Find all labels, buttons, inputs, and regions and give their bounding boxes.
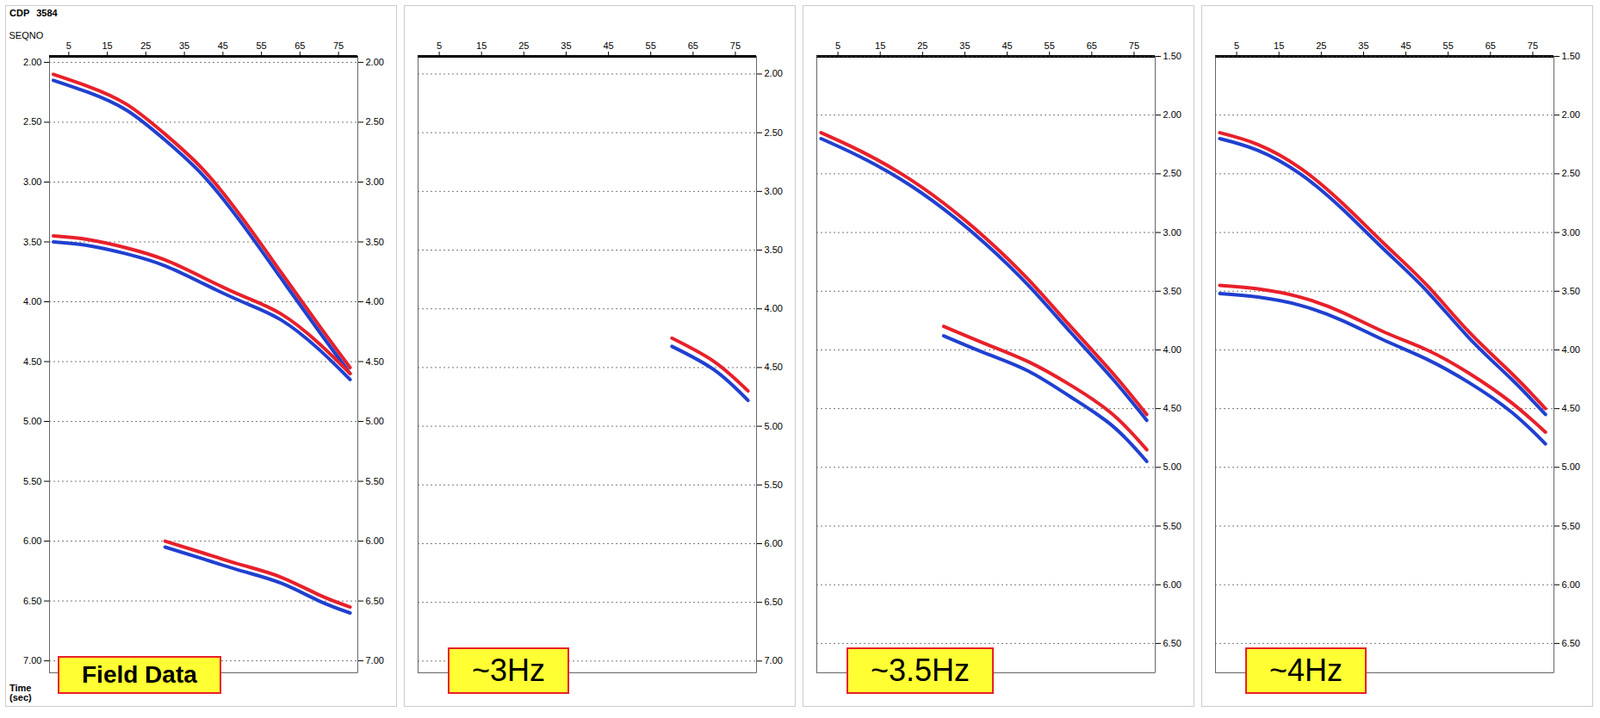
html-text:Time (sec): Time (sec): [9, 682, 32, 703]
svg-text:3.50: 3.50: [764, 244, 783, 255]
svg-text:4.00: 4.00: [23, 296, 42, 307]
svg-text:5.00: 5.00: [1562, 461, 1581, 472]
svg-text:5.00: 5.00: [764, 421, 783, 432]
svg-text:5.50: 5.50: [23, 476, 42, 487]
svg-text:55: 55: [1044, 40, 1055, 51]
svg-text:6.50: 6.50: [1562, 638, 1581, 649]
svg-text:4.50: 4.50: [764, 361, 783, 373]
svg-text:6.50: 6.50: [1163, 638, 1182, 649]
svg-text:3.50: 3.50: [1163, 285, 1182, 297]
svg-text:25: 25: [1315, 40, 1327, 51]
svg-text:2.50: 2.50: [1163, 167, 1182, 179]
svg-text:3.50: 3.50: [23, 236, 42, 248]
svg-text:7.00: 7.00: [764, 655, 783, 666]
svg-text:7.00: 7.00: [23, 655, 42, 666]
svg-text:2.00: 2.00: [365, 56, 385, 68]
svg-text:6.50: 6.50: [764, 596, 783, 608]
html-text:3584: 3584: [36, 7, 58, 19]
svg-text:7.00: 7.00: [365, 655, 385, 666]
svg-text:55: 55: [256, 40, 267, 51]
svg-text:3.00: 3.00: [764, 186, 783, 197]
svg-text:4.00: 4.00: [764, 303, 783, 314]
html-text:CDP: CDP: [9, 7, 30, 19]
svg-text:55: 55: [645, 40, 657, 51]
svg-text:5: 5: [1234, 40, 1240, 51]
svg-text:4.00: 4.00: [365, 296, 385, 307]
svg-text:35: 35: [959, 40, 970, 51]
svg-text:75: 75: [1128, 40, 1140, 51]
svg-text:4.00: 4.00: [1163, 344, 1182, 355]
svg-text:2.50: 2.50: [365, 116, 385, 127]
svg-text:4.00: 4.00: [1562, 344, 1581, 355]
svg-text:6.00: 6.00: [365, 535, 385, 546]
svg-text:65: 65: [1086, 40, 1098, 51]
svg-text:15: 15: [874, 40, 886, 51]
svg-text:75: 75: [333, 40, 344, 51]
svg-text:75: 75: [1527, 40, 1538, 51]
svg-text:45: 45: [1001, 40, 1012, 51]
svg-text:6.50: 6.50: [365, 595, 385, 607]
html-text:~4Hz: ~4Hz: [1269, 652, 1343, 689]
svg-text:35: 35: [560, 40, 571, 51]
svg-text:2.50: 2.50: [23, 116, 42, 127]
svg-text:45: 45: [602, 40, 614, 51]
svg-text:2.00: 2.00: [1562, 109, 1581, 120]
svg-text:75: 75: [730, 40, 741, 51]
svg-text:5.50: 5.50: [1562, 520, 1581, 532]
svg-text:5.50: 5.50: [1163, 520, 1182, 532]
svg-text:4.50: 4.50: [1562, 403, 1581, 414]
svg-text:65: 65: [1485, 40, 1496, 51]
svg-text:6.00: 6.00: [1163, 579, 1182, 590]
svg-text:5.50: 5.50: [365, 476, 385, 487]
svg-text:35: 35: [179, 40, 190, 51]
svg-text:3.00: 3.00: [365, 176, 385, 187]
svg-text:2.00: 2.00: [1163, 109, 1182, 120]
svg-text:3.50: 3.50: [365, 236, 385, 248]
svg-text:4.50: 4.50: [23, 356, 42, 367]
svg-text:2.00: 2.00: [23, 56, 42, 68]
svg-text:65: 65: [688, 40, 699, 51]
svg-text:1.50: 1.50: [1562, 50, 1581, 62]
svg-text:45: 45: [1400, 40, 1411, 51]
svg-text:3.00: 3.00: [23, 176, 42, 187]
svg-text:2.50: 2.50: [1562, 167, 1581, 179]
svg-text:65: 65: [294, 40, 305, 51]
svg-text:15: 15: [1273, 40, 1284, 51]
html-text:Field Data: Field Data: [81, 661, 198, 689]
svg-text:4.50: 4.50: [365, 356, 385, 367]
svg-text:25: 25: [518, 40, 529, 51]
svg-text:6.00: 6.00: [764, 538, 783, 549]
svg-text:6.50: 6.50: [23, 595, 42, 607]
svg-text:45: 45: [217, 40, 229, 51]
svg-text:15: 15: [476, 40, 487, 51]
svg-text:5: 5: [835, 40, 841, 51]
svg-text:1.50: 1.50: [1163, 50, 1182, 62]
svg-text:35: 35: [1358, 40, 1369, 51]
svg-text:5.00: 5.00: [1163, 461, 1182, 472]
svg-text:5: 5: [66, 40, 72, 51]
svg-text:5: 5: [436, 40, 442, 51]
svg-text:25: 25: [140, 40, 151, 51]
svg-text:2.00: 2.00: [764, 68, 783, 79]
svg-text:5.50: 5.50: [764, 479, 783, 490]
svg-text:3.50: 3.50: [1562, 285, 1581, 297]
svg-text:6.00: 6.00: [1562, 579, 1581, 590]
svg-text:3.00: 3.00: [1562, 227, 1581, 238]
svg-text:5.00: 5.00: [23, 415, 42, 427]
svg-text:5.00: 5.00: [365, 415, 385, 427]
svg-text:55: 55: [1443, 40, 1454, 51]
svg-text:15: 15: [102, 40, 113, 51]
html-text:~3.5Hz: ~3.5Hz: [870, 652, 970, 689]
svg-text:4.50: 4.50: [1163, 403, 1182, 414]
svg-text:6.00: 6.00: [23, 535, 42, 546]
svg-text:3.00: 3.00: [1163, 227, 1182, 238]
svg-text:SEQNO: SEQNO: [9, 30, 44, 41]
svg-text:25: 25: [917, 40, 928, 51]
svg-text:2.50: 2.50: [764, 127, 783, 138]
html-text:~3Hz: ~3Hz: [471, 652, 546, 689]
